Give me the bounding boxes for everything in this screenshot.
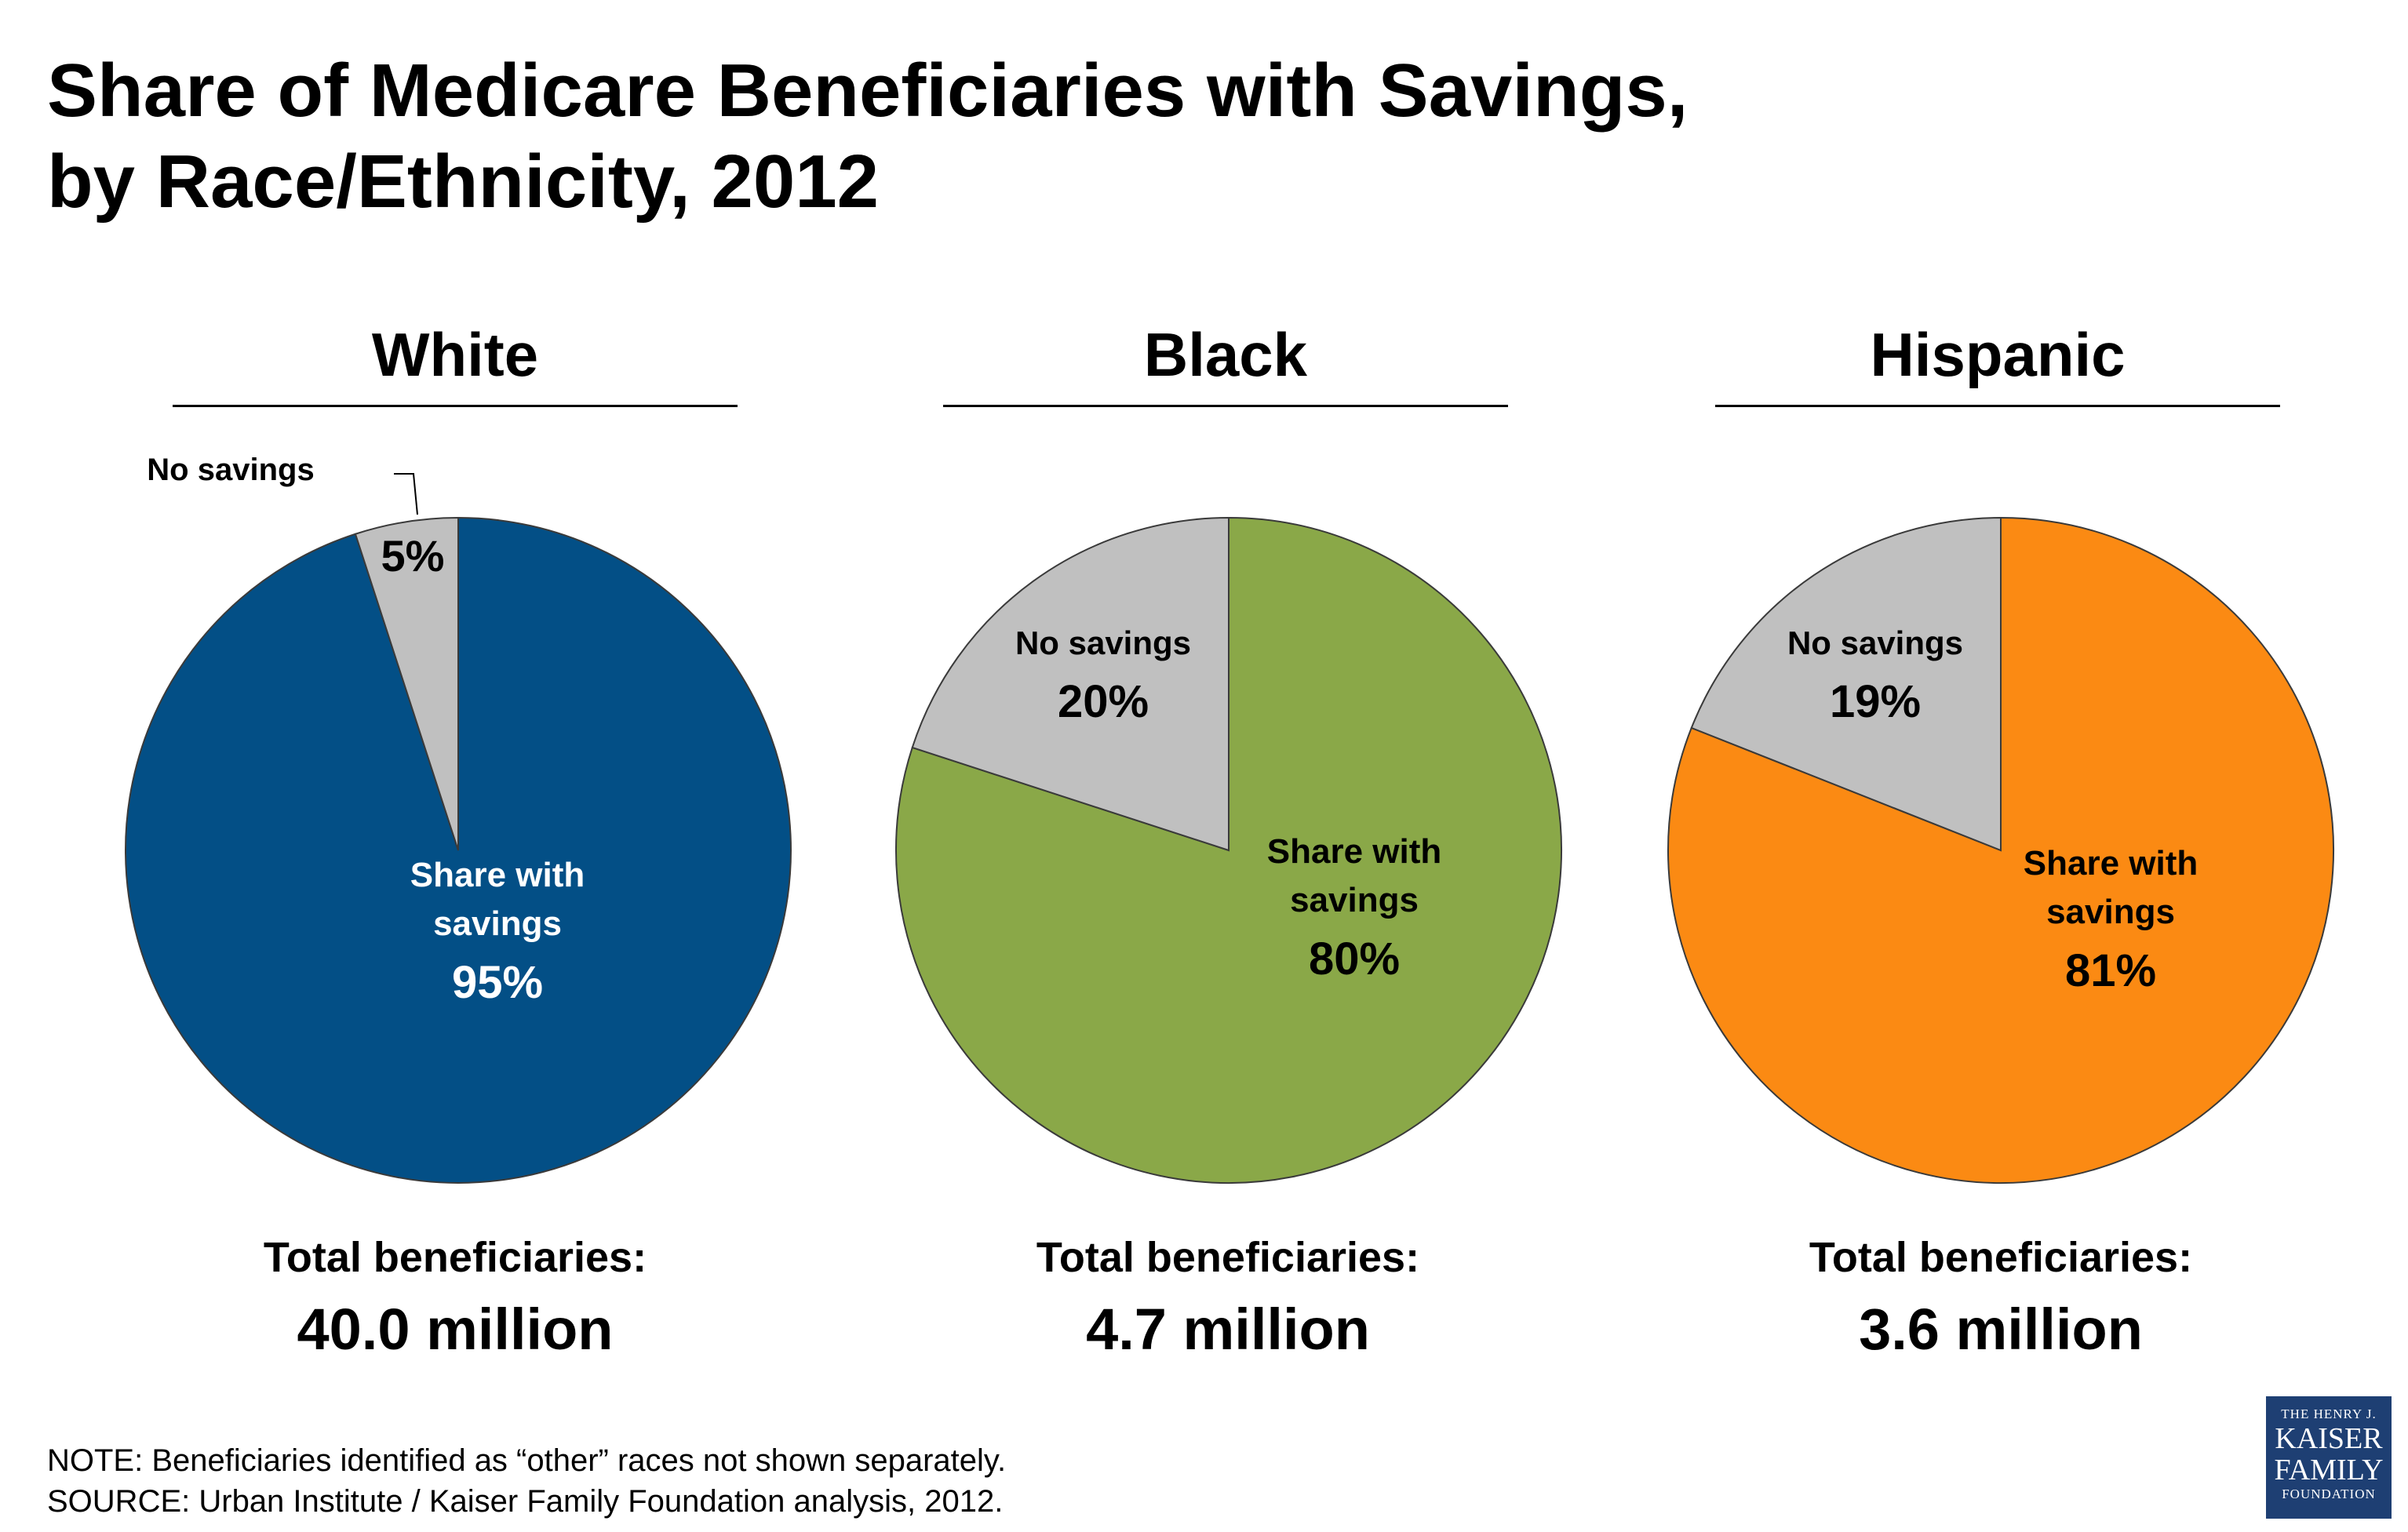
pie-title-hispanic: Hispanic (1870, 320, 2126, 389)
logo-line-1: THE HENRY J. (2281, 1406, 2377, 1421)
pie-slice-white-no-savings (354, 516, 459, 851)
logo-line-4: FOUNDATION (2282, 1487, 2376, 1501)
pie-title-white: White (371, 320, 539, 389)
pie-title-rule-black (943, 405, 1508, 407)
chart-title-line-2: by Race/Ethnicity, 2012 (47, 140, 880, 224)
slice-label-black-with-savings-line-2: savings (1290, 881, 1419, 919)
total-value-black: 4.7 million (1086, 1297, 1370, 1362)
pie-slice-hispanic-no-savings (1690, 516, 2002, 852)
source-text: SOURCE: Urban Institute / Kaiser Family … (47, 1484, 1004, 1519)
data-label-hispanic-with-savings: 81% (2065, 945, 2156, 996)
data-label-white-with-savings: 95% (452, 957, 543, 1008)
logo-line-2: KAISER (2275, 1422, 2383, 1455)
pie-title-black: Black (1143, 320, 1308, 389)
kff-logo: THE HENRY J. KAISER FAMILY FOUNDATION (2266, 1396, 2392, 1519)
slice-label-white-with-savings-line-1: Share with (410, 856, 585, 894)
data-label-black-with-savings: 80% (1309, 933, 1400, 984)
slice-label-hispanic-with-savings-line-2: savings (2046, 893, 2175, 931)
total-label-white: Total beneficiaries: (263, 1234, 647, 1281)
slice-label-hispanic-no-savings: No savings (1787, 624, 1963, 661)
slice-label-white-no-savings: No savings (147, 453, 314, 487)
slice-label-white-with-savings-line-2: savings (433, 904, 562, 943)
pie-title-rule-white (173, 405, 738, 407)
slice-label-black-with-savings-line-1: Share with (1267, 832, 1442, 871)
total-value-white: 40.0 million (297, 1297, 614, 1362)
logo-line-3: FAMILY (2274, 1454, 2384, 1487)
chart-title-line-1: Share of Medicare Beneficiaries with Sav… (47, 49, 1689, 133)
data-label-black-no-savings: 20% (1058, 676, 1149, 727)
leader-line-white-no-savings (394, 473, 418, 515)
pie-slice-black-no-savings (911, 516, 1230, 852)
data-label-hispanic-no-savings: 19% (1830, 676, 1921, 727)
data-label-white-no-savings: 5% (381, 531, 445, 580)
total-label-black: Total beneficiaries: (1036, 1234, 1420, 1281)
slice-label-black-no-savings: No savings (1015, 624, 1191, 661)
total-value-hispanic: 3.6 million (1859, 1297, 2143, 1362)
total-label-hispanic: Total beneficiaries: (1809, 1234, 2193, 1281)
slice-label-hispanic-with-savings-line-1: Share with (2024, 844, 2199, 882)
chart-title: Share of Medicare Beneficiaries with Sav… (47, 45, 1930, 227)
footnotes: NOTE: Beneficiaries identified as “other… (47, 1440, 1773, 1522)
pie-title-rule-hispanic (1715, 405, 2280, 407)
note-text: NOTE: Beneficiaries identified as “other… (47, 1443, 1007, 1478)
